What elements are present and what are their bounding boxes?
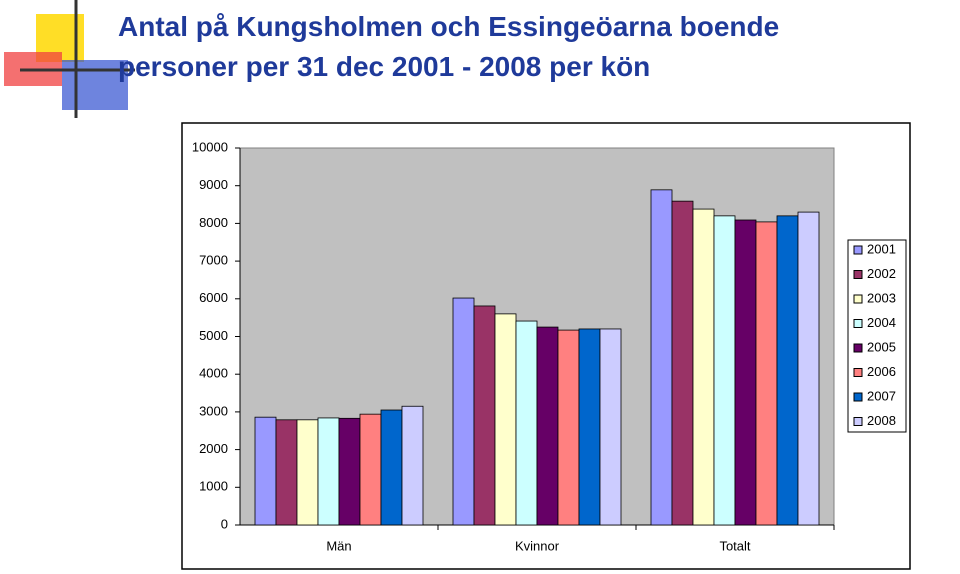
legend-label: 2003 [867,290,896,305]
chart-title: personer per 31 dec 2001 - 2008 per kön [118,51,650,82]
y-tick-label: 7000 [199,253,228,268]
x-tick-label: Män [326,538,351,553]
bar [578,328,601,526]
bar [755,221,778,526]
legend-label: 2004 [867,315,896,330]
bar [776,215,799,526]
legend-swatch [853,294,863,304]
bar [713,215,736,526]
bar [536,326,559,526]
x-tick-label: Totalt [719,538,750,553]
legend-swatch [853,245,863,255]
bar [671,200,694,526]
bar [452,297,475,526]
bar [473,305,496,526]
bar [650,189,673,526]
legend-label: 2001 [867,241,896,256]
bar [515,320,538,526]
chart-title: Antal på Kungsholmen och Essingeöarna bo… [118,11,779,42]
legend-label: 2006 [867,364,896,379]
bar [317,417,340,526]
bar [797,211,820,526]
legend-label: 2002 [867,266,896,281]
bar [557,329,580,526]
bar [359,413,382,526]
bar [254,416,277,526]
y-tick-label: 10000 [192,139,228,154]
bar [380,409,403,526]
y-tick-label: 5000 [199,328,228,343]
legend-swatch [853,270,863,279]
bar [275,419,298,526]
legend-swatch [853,368,863,377]
x-tick-label: Kvinnor [515,538,560,553]
bar [494,313,517,526]
bar [401,405,424,526]
legend-label: 2008 [867,413,896,428]
legend-swatch [853,319,863,328]
y-tick-label: 6000 [199,290,228,305]
y-tick-label: 3000 [199,403,228,418]
bar [734,219,757,526]
y-tick-label: 1000 [199,479,228,494]
bar [296,419,319,526]
legend-swatch [853,343,863,353]
bar [692,208,715,526]
legend-label: 2007 [867,388,896,403]
y-tick-label: 8000 [199,215,228,230]
bar [599,328,622,526]
y-tick-label: 4000 [199,366,228,381]
logo [4,0,135,118]
legend-swatch [853,417,863,426]
bar [338,417,361,526]
y-tick-label: 2000 [199,441,228,456]
y-tick-label: 9000 [199,177,228,192]
y-tick-label: 0 [221,516,228,531]
legend-label: 2005 [867,339,896,354]
legend-swatch [853,392,863,402]
